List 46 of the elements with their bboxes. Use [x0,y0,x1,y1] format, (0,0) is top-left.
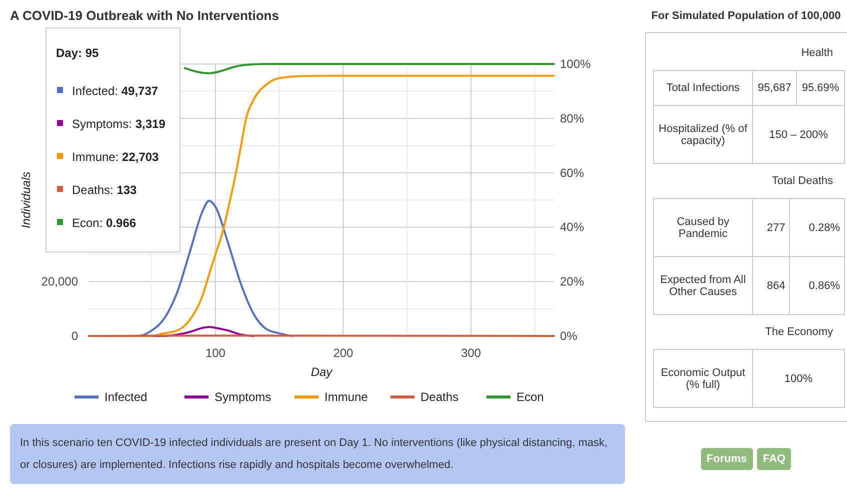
annotation: Immune: 22,703 [72,150,160,164]
text: Total Deaths [770,174,834,189]
annotation: Symptoms: 3,319 [72,117,166,131]
text: FAQ [756,448,792,470]
legend-label: Immune [324,390,368,404]
chart-title: A COVID-19 Outbreak with No Interventions [10,8,279,23]
legend-label: Econ [516,390,544,404]
annotation: Econ: 0.966 [72,216,136,230]
y2-tick-label: 40% [560,220,584,234]
x-tick-label: 200 [333,346,354,360]
text: 100% [752,350,844,408]
y-tick-label: 0 [71,329,78,343]
text: Forums [700,448,753,470]
text: The Economy [764,325,834,340]
text: 95,687 [752,70,797,106]
y2-tick-label: 100% [560,57,592,71]
text: 150 – 200% [752,106,844,164]
annotation: Deaths: 133 [72,183,138,197]
text: 0.28% [790,198,844,256]
text: Health [800,46,834,61]
legend-label: Symptoms [214,390,272,404]
x-tick-label: 300 [460,346,482,360]
annotation: Infected: 49,737 [72,84,158,98]
y2-tick-label: 60% [560,166,584,180]
text: For Simulated Population of 100,000 [650,9,842,24]
y-tick-label: 20,000 [41,274,78,289]
text: Day: 95 [56,46,99,60]
text: 0.86% [790,256,844,314]
text: Economic Output (% full) [654,350,752,408]
legend-label: Deaths [420,390,459,404]
text: Expected from All Other Causes [654,256,752,314]
y2-tick-label: 0% [560,329,578,343]
line-series [184,63,555,74]
text: Total Infections [654,70,752,106]
text: 277 [752,198,790,256]
text: Hospitalized (% of capacity) [654,106,752,164]
x-tick-label: 100 [205,346,226,360]
text: Caused by Pandemic [654,198,752,256]
text: In this scenario ten COVID-19 infected individuals are present on Day 1. No interventions (like physical distancing, mask, or closures) are implemented. Infections rise rapidly and hospitals become overwhelmed. [10,424,625,484]
text: 864 [752,256,790,314]
y-axis-title: Individuals [19,172,33,228]
legend-label: Infected [104,390,148,404]
text: 95.69% [796,70,844,106]
y2-tick-label: 20% [560,274,584,289]
x-axis-title: Day [310,365,334,379]
y2-tick-label: 80% [560,111,584,126]
